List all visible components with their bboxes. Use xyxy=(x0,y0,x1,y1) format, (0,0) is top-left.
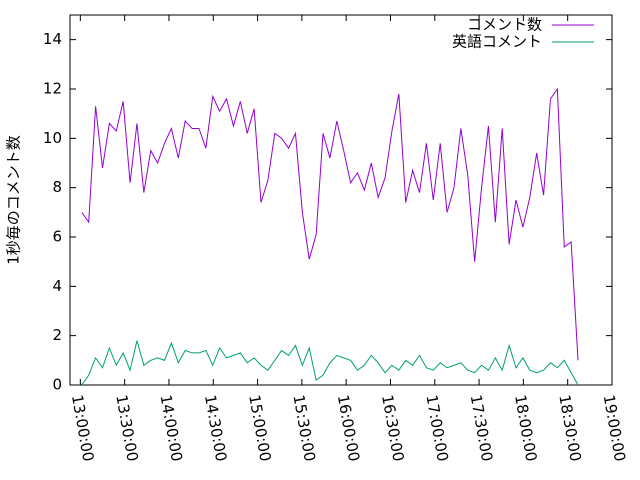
y-tick-label: 8 xyxy=(52,178,62,196)
series-line xyxy=(81,340,579,386)
y-tick-label: 6 xyxy=(52,228,62,246)
x-tick-label: 16:00:00 xyxy=(334,393,363,462)
y-tick-label: 0 xyxy=(52,376,62,394)
x-tick-label: 19:00:00 xyxy=(600,393,629,462)
y-axis-label: 1秒毎のコメント数 xyxy=(5,135,23,265)
x-tick-label: 13:00:00 xyxy=(68,393,97,462)
y-tick-label: 14 xyxy=(43,30,62,48)
x-tick-label: 17:30:00 xyxy=(467,393,496,462)
x-tick-label: 17:00:00 xyxy=(422,393,451,462)
x-tick-label: 18:00:00 xyxy=(511,393,540,462)
y-tick-label: 10 xyxy=(43,129,62,147)
plot-border xyxy=(69,14,613,386)
x-tick-label: 15:00:00 xyxy=(245,393,274,462)
x-tick-label: 16:30:00 xyxy=(378,393,407,462)
x-tick-label: 18:30:00 xyxy=(555,393,584,462)
x-tick-label: 14:30:00 xyxy=(201,393,230,462)
y-tick-label: 4 xyxy=(52,277,62,295)
x-tick-label: 13:30:00 xyxy=(112,393,141,462)
y-tick-label: 12 xyxy=(43,80,62,98)
x-tick-label: 14:00:00 xyxy=(157,393,186,462)
legend-label: コメント数 xyxy=(467,16,542,34)
legend-label: 英語コメント xyxy=(452,33,542,51)
x-tick-label: 15:30:00 xyxy=(289,393,318,462)
series-line xyxy=(81,87,579,361)
y-tick-label: 2 xyxy=(52,326,62,344)
